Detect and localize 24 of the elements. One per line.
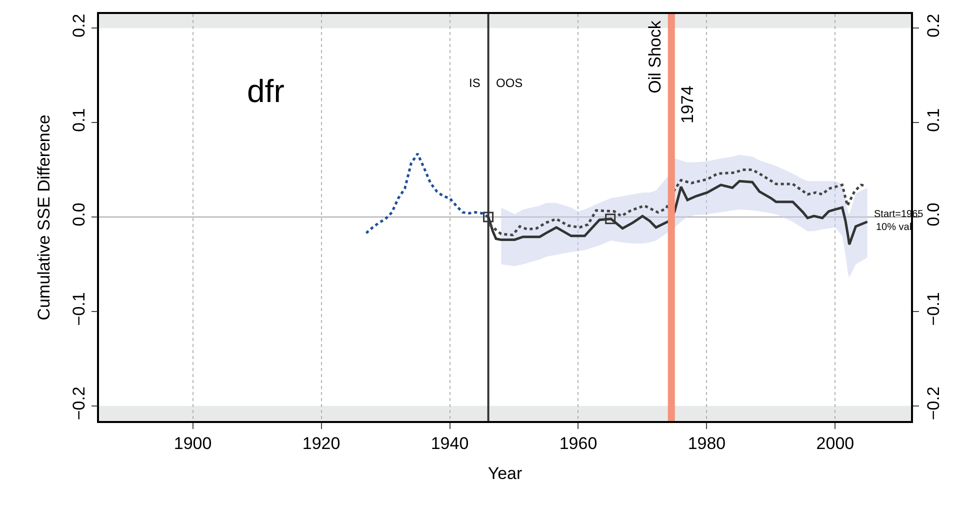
y2-tick-label: 0.0: [924, 202, 944, 226]
x-axis-title: Year: [488, 464, 523, 484]
y2-tick-label: 0.2: [924, 14, 944, 38]
ref-line-label: Oil Shock: [645, 20, 664, 94]
y2-tick-label: −0.2: [924, 386, 944, 420]
annotation: IS: [469, 76, 480, 90]
text: dfr: [247, 73, 285, 109]
y-tick-label: 0.2: [69, 14, 88, 38]
annotation: 1974: [678, 86, 697, 124]
x-tick-label: 1900: [174, 434, 212, 454]
y-tick-label: −0.1: [69, 292, 88, 326]
x-tick-label: 1980: [688, 434, 726, 454]
x-tick-label: 1940: [430, 434, 469, 454]
y2-tick-label: 0.1: [924, 108, 944, 132]
y-tick-label: 0.0: [69, 202, 88, 226]
y-tick-label: −0.2: [69, 386, 88, 420]
y-axis-title: Cumulative SSE Difference: [34, 114, 54, 320]
annotation: OOS: [496, 76, 523, 90]
y2-tick-label: −0.1: [924, 292, 944, 326]
x-tick-label: 1960: [559, 434, 598, 454]
x-tick-label: 1920: [302, 434, 340, 454]
y-tick-label: 0.1: [69, 108, 88, 132]
x-tick-label: 2000: [816, 434, 854, 454]
annotation: 10% val: [876, 222, 912, 233]
